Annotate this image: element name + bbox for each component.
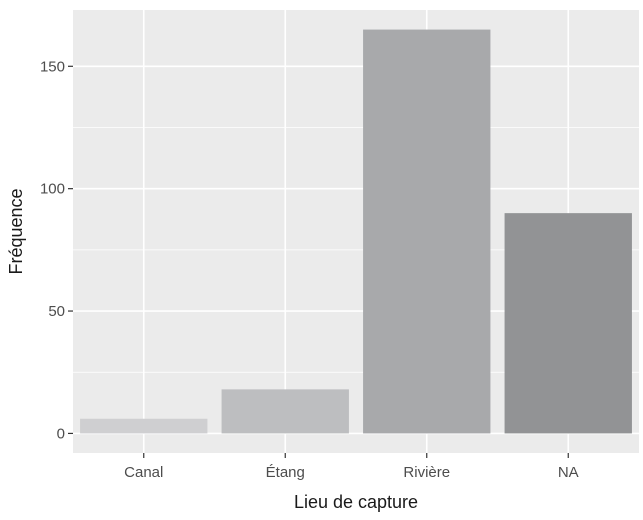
bar-étang xyxy=(221,389,349,434)
y-tick-label: 50 xyxy=(48,303,65,320)
x-tick-label: Rivière xyxy=(403,464,450,481)
y-axis: 0 50 100 150 xyxy=(40,58,73,442)
x-axis-title: Lieu de capture xyxy=(294,492,418,512)
y-tick-label: 150 xyxy=(40,58,65,75)
y-axis-title: Fréquence xyxy=(6,188,26,274)
x-axis: Canal Étang Rivière NA xyxy=(124,453,579,481)
bars xyxy=(80,29,632,434)
x-tick-label: NA xyxy=(558,464,579,481)
y-tick-label: 100 xyxy=(40,181,65,198)
bar-canal xyxy=(80,418,208,434)
bar-rivière xyxy=(363,29,491,434)
y-tick-label: 0 xyxy=(57,425,65,442)
bar-na xyxy=(504,213,632,434)
x-tick-label: Canal xyxy=(124,464,163,481)
x-tick-label: Étang xyxy=(266,464,305,481)
